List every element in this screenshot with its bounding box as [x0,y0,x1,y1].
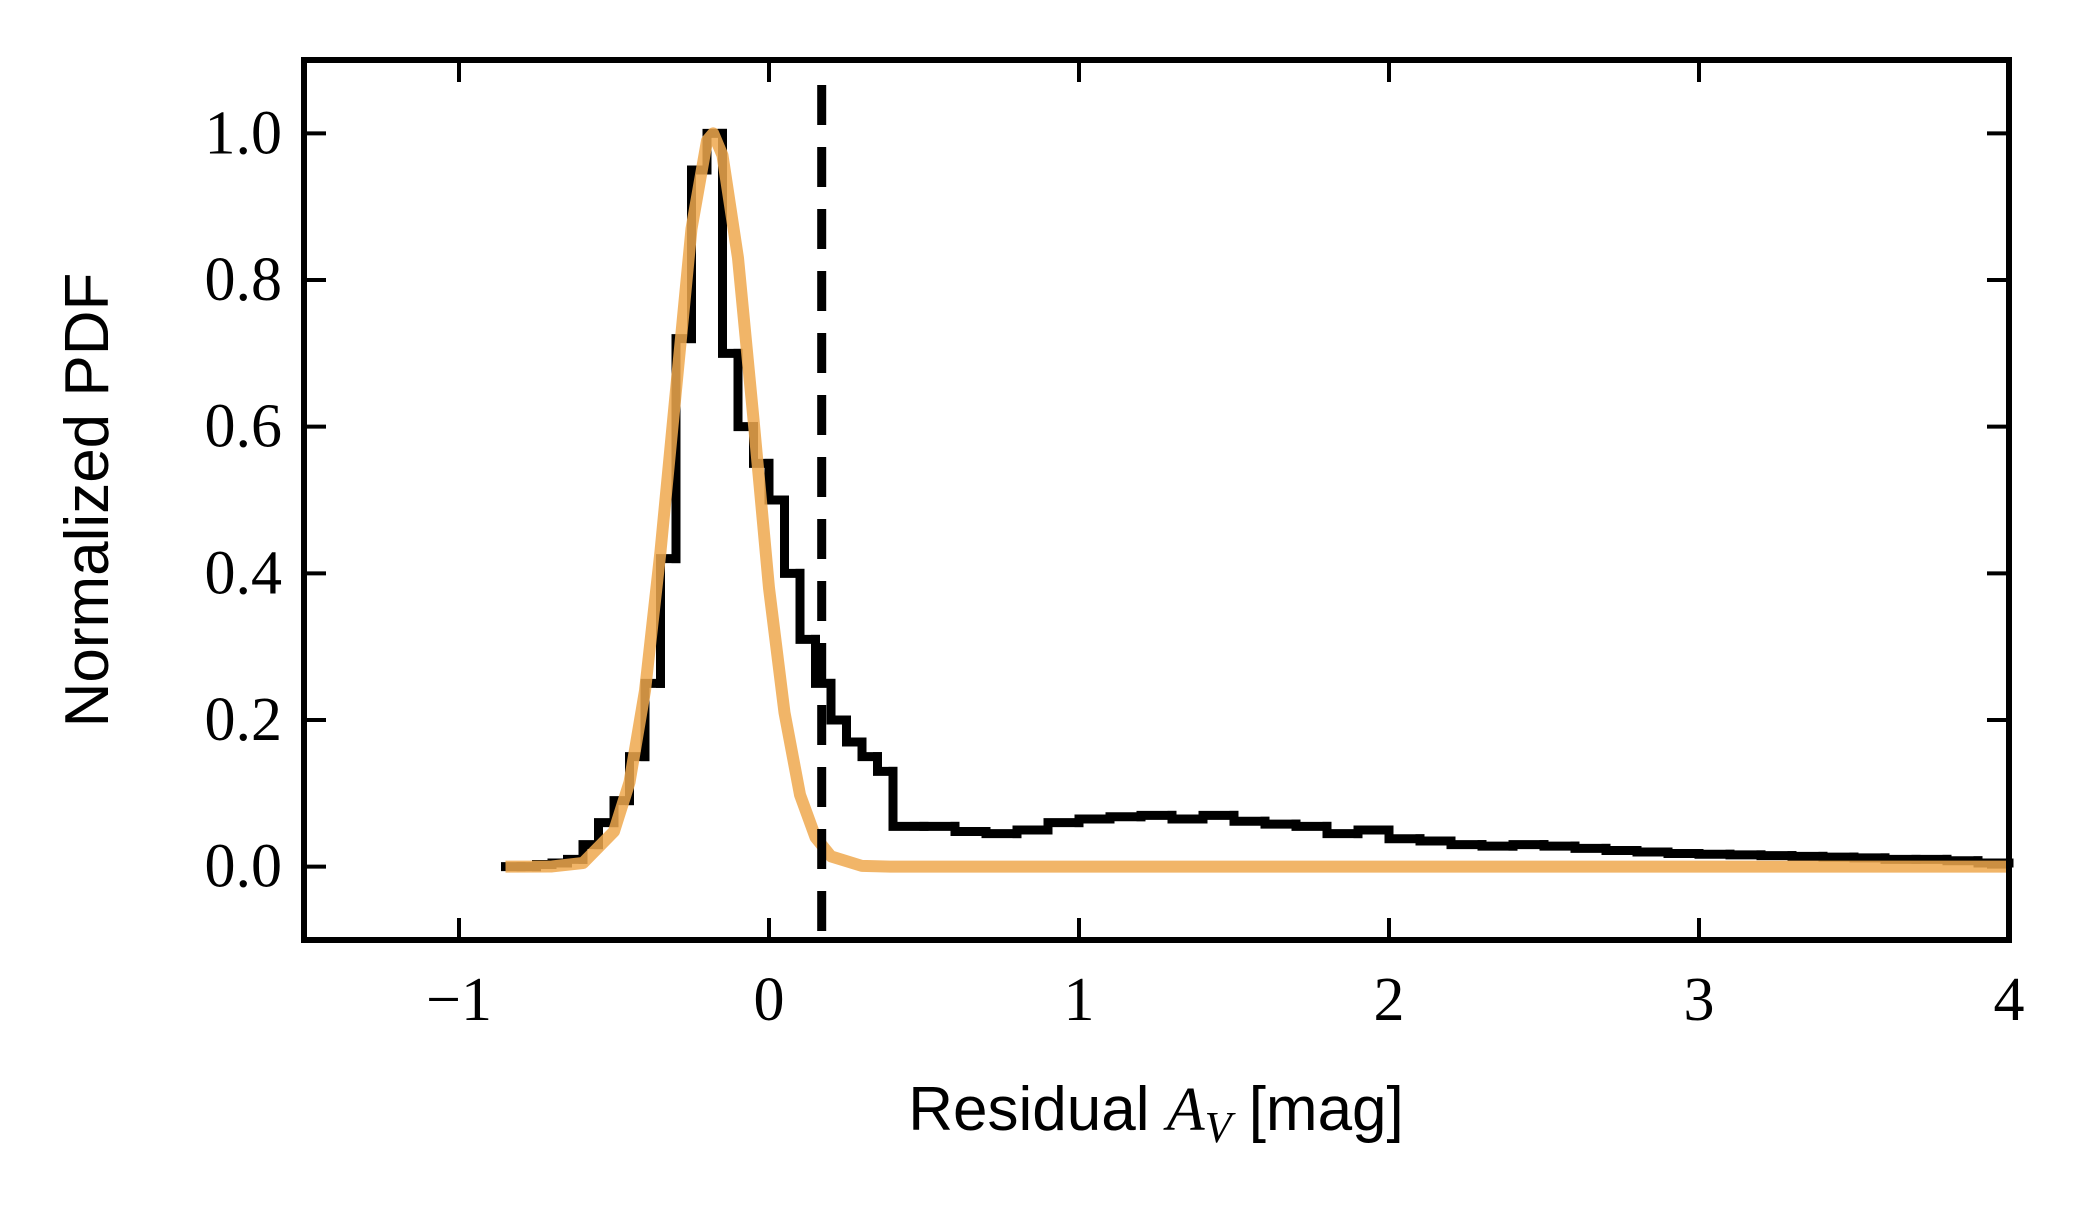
x-tick-label: 4 [1994,966,2025,1034]
histogram-step [1663,847,1704,858]
histogram-step [1787,851,1828,861]
histogram-step [1477,840,1518,851]
histogram-step [826,678,851,725]
histogram-step [873,752,898,776]
histogram-step [1694,848,1735,859]
histogram-step [1167,810,1208,824]
histogram-step [1353,825,1394,839]
histogram-step [981,826,1022,839]
x-label-text: Residual [908,1075,1166,1144]
histogram-step [1849,852,1890,863]
histogram-step [1415,834,1456,846]
histogram-step [718,128,743,358]
x-tick-label: 2 [1374,966,1405,1034]
histogram-step [1446,836,1487,850]
histogram-step [1539,840,1580,851]
y-tick-label: 0.6 [205,393,283,461]
histogram-step [1725,849,1766,860]
y-axis-label: Normalized PDF [53,273,122,728]
fit-curve [505,127,2009,873]
x-tick-label: 3 [1684,966,1715,1034]
plot-frame [301,57,2012,943]
histogram-step [857,737,882,762]
histogram-step [1570,841,1611,853]
histogram-step [1136,810,1177,822]
histogram-step [1818,851,1859,862]
histogram-step [1322,821,1363,839]
histogram-step [888,766,929,831]
histogram-step [1601,843,1642,856]
x-tick-label: −1 [426,966,492,1034]
histogram-step [780,495,805,578]
histogram-step [1012,825,1053,839]
y-tick-label: 0.8 [205,246,283,314]
x-axis-label: Residual AV [mag] [908,1075,1404,1152]
histogram-step [1632,846,1673,857]
x-label-unit: [mag] [1231,1075,1403,1144]
histogram-step [1074,814,1115,828]
y-tick-label: 0.0 [205,833,283,901]
histogram-step [1198,810,1239,824]
histogram-step [594,818,619,850]
histogram-step [950,821,991,836]
y-tick-label: 0.4 [205,539,283,607]
y-tick-label: 1.0 [205,99,283,167]
x-label-symbol: A [1163,1076,1206,1144]
histogram-step [811,634,836,688]
histogram-step [795,568,820,644]
histogram-step [1043,818,1084,835]
histogram-step [1291,819,1332,831]
histogram-step [1384,825,1425,844]
histogram-step [1105,812,1146,824]
histogram-step [1229,810,1270,826]
histogram-step [1260,816,1301,829]
histogram-step [764,458,789,505]
histogram-step [1508,840,1549,851]
histogram-step [1942,854,1983,866]
histogram-step [842,715,867,747]
histogram-step [1756,850,1797,861]
histogram-step [1880,853,1921,864]
x-label-subscript: V [1205,1103,1237,1152]
y-tick-label: 0.2 [205,686,283,754]
x-tick-label: 1 [1064,966,1095,1034]
x-tick-label: 0 [754,966,785,1034]
